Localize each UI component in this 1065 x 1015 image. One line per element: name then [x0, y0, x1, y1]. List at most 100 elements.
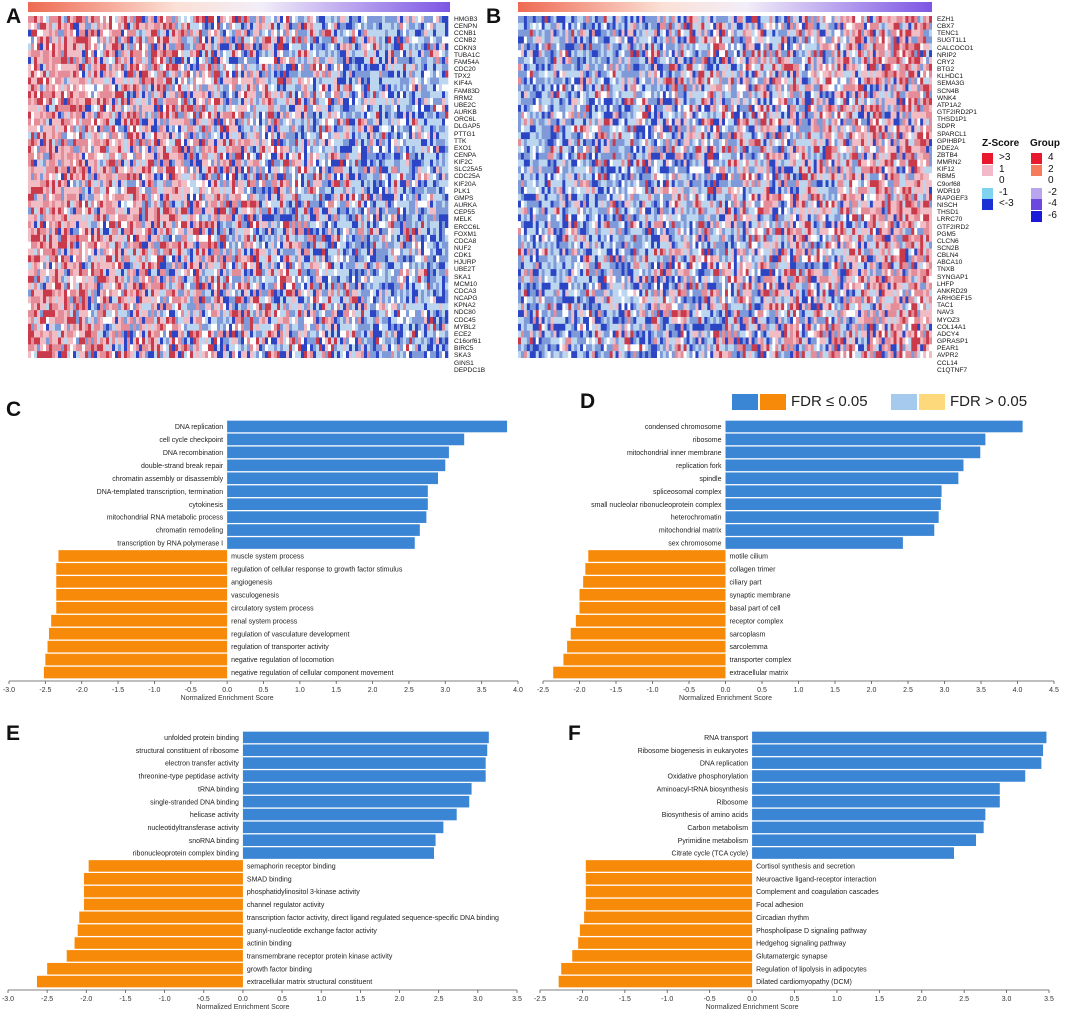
heat-cell	[184, 166, 188, 174]
heat-cell	[268, 145, 272, 153]
heat-cell	[55, 207, 59, 215]
heat-cell	[160, 228, 164, 236]
heat-cell	[142, 173, 146, 181]
heat-cell	[97, 248, 101, 256]
heat-cell	[274, 84, 278, 92]
heat-cell	[277, 36, 281, 44]
heat-cell	[169, 166, 173, 174]
heat-cell	[61, 104, 65, 112]
heat-cell	[40, 255, 44, 263]
heat-cell	[85, 50, 89, 58]
heat-cell	[259, 269, 263, 277]
heat-cell	[259, 187, 263, 195]
heat-cell	[142, 70, 146, 78]
heat-cell	[106, 282, 110, 290]
heat-cell	[313, 228, 317, 236]
heat-cell	[82, 70, 86, 78]
heat-cell	[85, 152, 89, 160]
heat-cell	[274, 262, 278, 270]
heat-cell	[295, 344, 299, 352]
heat-cell	[277, 145, 281, 153]
heat-cell	[31, 16, 35, 24]
heat-cell	[256, 43, 260, 51]
heat-cell	[241, 296, 245, 304]
heat-cell	[175, 344, 179, 352]
heat-cell	[313, 104, 317, 112]
heat-cell	[205, 255, 209, 263]
heat-cell	[46, 228, 50, 236]
heat-cell	[208, 36, 212, 44]
heat-cell	[154, 132, 158, 140]
heat-cell	[139, 77, 143, 85]
heat-cell	[214, 84, 218, 92]
heat-cell	[85, 104, 89, 112]
heat-cell	[205, 344, 209, 352]
heat-cell	[196, 91, 200, 99]
heat-cell	[52, 344, 56, 352]
heat-cell	[259, 125, 263, 133]
heat-cell	[106, 57, 110, 65]
heat-cell	[298, 303, 302, 311]
heat-cell	[289, 180, 293, 188]
heat-cell	[190, 282, 194, 290]
heat-cell	[322, 111, 326, 119]
heat-cell	[28, 132, 32, 140]
heat-cell	[121, 166, 125, 174]
heat-cell	[232, 214, 236, 222]
heat-cell	[316, 351, 320, 358]
heat-cell	[28, 84, 32, 92]
heat-cell	[244, 173, 248, 181]
heat-cell	[235, 228, 239, 236]
heat-cell	[58, 269, 62, 277]
heat-cell	[190, 296, 194, 304]
heat-cell	[40, 16, 44, 24]
heat-cell	[124, 275, 128, 283]
heat-cell	[271, 159, 275, 167]
heat-cell	[217, 111, 221, 119]
heat-cell	[127, 98, 131, 106]
heat-cell	[70, 193, 74, 201]
heat-cell	[37, 303, 41, 311]
heat-cell	[112, 173, 116, 181]
heat-cell	[163, 337, 167, 345]
heat-cell	[46, 84, 50, 92]
heat-cell	[223, 255, 227, 263]
heat-cell	[205, 139, 209, 147]
heat-cell	[157, 63, 161, 71]
heat-cell	[196, 275, 200, 283]
heat-cell	[160, 166, 164, 174]
heat-cell	[238, 145, 242, 153]
heat-cell	[172, 351, 176, 358]
heat-cell	[172, 98, 176, 106]
heat-cell	[148, 118, 152, 126]
heat-cell	[127, 50, 131, 58]
heat-cell	[97, 310, 101, 318]
heat-cell	[46, 193, 50, 201]
heat-cell	[274, 63, 278, 71]
heat-cell	[58, 57, 62, 65]
heat-cell	[58, 275, 62, 283]
heat-cell	[112, 303, 116, 311]
heat-cell	[115, 91, 119, 99]
heat-cell	[259, 36, 263, 44]
heat-cell	[172, 77, 176, 85]
heat-cell	[124, 221, 128, 229]
heat-cell	[208, 289, 212, 297]
heat-cell	[205, 282, 209, 290]
heat-cell	[94, 173, 98, 181]
heat-cell	[322, 139, 326, 147]
heat-cell	[286, 139, 290, 147]
heat-cell	[313, 173, 317, 181]
heat-cell	[142, 303, 146, 311]
heat-cell	[226, 50, 230, 58]
heat-cell	[160, 296, 164, 304]
heat-cell	[52, 207, 56, 215]
heat-cell	[61, 289, 65, 297]
heat-cell	[121, 337, 125, 345]
heat-cell	[283, 166, 287, 174]
heat-cell	[193, 337, 197, 345]
heat-cell	[94, 214, 98, 222]
heat-cell	[49, 180, 53, 188]
heat-cell	[175, 22, 179, 30]
heat-cell	[262, 132, 266, 140]
